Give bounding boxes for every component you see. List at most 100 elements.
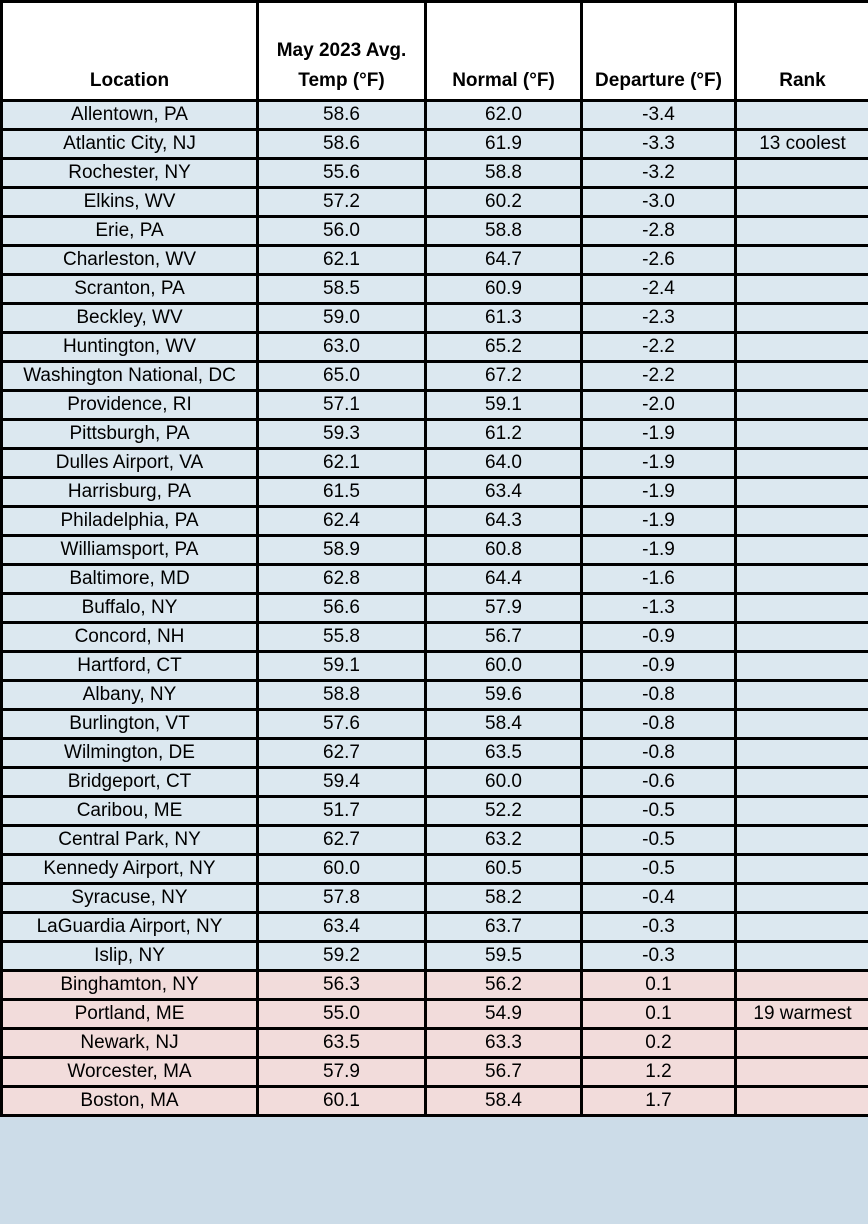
cell-rank [734, 186, 868, 218]
cell-location: Buffalo, NY [0, 592, 259, 624]
cell-avg_temp: 58.6 [256, 128, 427, 160]
table-row: Rochester, NY 55.6 58.8 -3.2 [0, 157, 868, 189]
table-row: Buffalo, NY 56.6 57.9 -1.3 [0, 592, 868, 624]
cell-normal: 60.0 [424, 766, 583, 798]
cell-departure: -3.4 [580, 99, 737, 131]
cell-location: Caribou, ME [0, 795, 259, 827]
col-header-avg-temp: May 2023 Avg. Temp (°F) [256, 0, 427, 102]
cell-location: Albany, NY [0, 679, 259, 711]
cell-location: Portland, ME [0, 998, 259, 1030]
cell-normal: 67.2 [424, 360, 583, 392]
cell-rank [734, 215, 868, 247]
cell-normal: 59.1 [424, 389, 583, 421]
cell-avg_temp: 62.4 [256, 505, 427, 537]
cell-avg_temp: 56.3 [256, 969, 427, 1001]
cell-normal: 60.0 [424, 650, 583, 682]
cell-rank [734, 534, 868, 566]
cell-normal: 60.5 [424, 853, 583, 885]
cell-normal: 65.2 [424, 331, 583, 363]
table-row: Albany, NY 58.8 59.6 -0.8 [0, 679, 868, 711]
table-row: Caribou, ME 51.7 52.2 -0.5 [0, 795, 868, 827]
cell-rank [734, 940, 868, 972]
cell-normal: 57.9 [424, 592, 583, 624]
cell-departure: -0.5 [580, 853, 737, 885]
cell-rank [734, 737, 868, 769]
cell-location: Islip, NY [0, 940, 259, 972]
cell-normal: 58.8 [424, 215, 583, 247]
cell-rank [734, 621, 868, 653]
cell-rank: 19 warmest [734, 998, 868, 1030]
cell-avg_temp: 65.0 [256, 360, 427, 392]
cell-location: Kennedy Airport, NY [0, 853, 259, 885]
cell-rank [734, 766, 868, 798]
cell-location: Binghamton, NY [0, 969, 259, 1001]
cell-departure: -3.0 [580, 186, 737, 218]
cell-rank [734, 360, 868, 392]
cell-rank [734, 911, 868, 943]
cell-normal: 58.4 [424, 708, 583, 740]
cell-rank [734, 882, 868, 914]
cell-departure: -0.8 [580, 708, 737, 740]
cell-normal: 64.4 [424, 563, 583, 595]
table-row: Islip, NY 59.2 59.5 -0.3 [0, 940, 868, 972]
col-header-avg-temp-line2: Temp (°F) [298, 69, 385, 91]
cell-location: Hartford, CT [0, 650, 259, 682]
cell-departure: 0.2 [580, 1027, 737, 1059]
cell-location: Dulles Airport, VA [0, 447, 259, 479]
cell-avg_temp: 62.1 [256, 244, 427, 276]
cell-location: Concord, NH [0, 621, 259, 653]
table-row: Providence, RI 57.1 59.1 -2.0 [0, 389, 868, 421]
cell-normal: 63.7 [424, 911, 583, 943]
table-row: Boston, MA 60.1 58.4 1.7 [0, 1085, 868, 1117]
cell-normal: 58.4 [424, 1085, 583, 1117]
table-row: Concord, NH 55.8 56.7 -0.9 [0, 621, 868, 653]
cell-avg_temp: 57.1 [256, 389, 427, 421]
cell-location: Huntington, WV [0, 331, 259, 363]
cell-avg_temp: 58.6 [256, 99, 427, 131]
cell-rank: 13 coolest [734, 128, 868, 160]
cell-departure: -1.3 [580, 592, 737, 624]
table-row: Bridgeport, CT 59.4 60.0 -0.6 [0, 766, 868, 798]
cell-departure: -0.8 [580, 737, 737, 769]
cell-avg_temp: 62.7 [256, 824, 427, 856]
cell-rank [734, 679, 868, 711]
cell-normal: 60.2 [424, 186, 583, 218]
cell-departure: -0.3 [580, 911, 737, 943]
cell-avg_temp: 57.6 [256, 708, 427, 740]
col-header-rank-label: Rank [779, 69, 826, 91]
cell-avg_temp: 62.7 [256, 737, 427, 769]
cell-avg_temp: 60.1 [256, 1085, 427, 1117]
cell-departure: -1.9 [580, 534, 737, 566]
cell-rank [734, 447, 868, 479]
col-header-location-label: Location [89, 69, 170, 91]
table-row: Portland, ME 55.0 54.9 0.1 19 warmest [0, 998, 868, 1030]
cell-departure: -0.9 [580, 650, 737, 682]
cell-normal: 58.2 [424, 882, 583, 914]
table-row: Washington National, DC 65.0 67.2 -2.2 [0, 360, 868, 392]
cell-avg_temp: 63.0 [256, 331, 427, 363]
cell-departure: -2.2 [580, 360, 737, 392]
cell-rank [734, 795, 868, 827]
cell-normal: 61.2 [424, 418, 583, 450]
cell-location: Syracuse, NY [0, 882, 259, 914]
cell-rank [734, 331, 868, 363]
cell-departure: -1.9 [580, 447, 737, 479]
cell-location: Boston, MA [0, 1085, 259, 1117]
col-header-location: Location [0, 0, 259, 102]
cell-rank [734, 99, 868, 131]
cell-departure: -0.8 [580, 679, 737, 711]
cell-location: Washington National, DC [0, 360, 259, 392]
cell-rank [734, 244, 868, 276]
cell-avg_temp: 63.5 [256, 1027, 427, 1059]
may-2023-temperature-table: Location May 2023 Avg. Temp (°F) Normal … [0, 0, 868, 1117]
cell-departure: 0.1 [580, 969, 737, 1001]
table-row: Erie, PA 56.0 58.8 -2.8 [0, 215, 868, 247]
cell-rank [734, 1085, 868, 1117]
cell-rank [734, 505, 868, 537]
col-header-rank: Rank [734, 0, 868, 102]
cell-normal: 52.2 [424, 795, 583, 827]
cell-location: Williamsport, PA [0, 534, 259, 566]
cell-avg_temp: 51.7 [256, 795, 427, 827]
cell-departure: -3.3 [580, 128, 737, 160]
cell-avg_temp: 55.6 [256, 157, 427, 189]
